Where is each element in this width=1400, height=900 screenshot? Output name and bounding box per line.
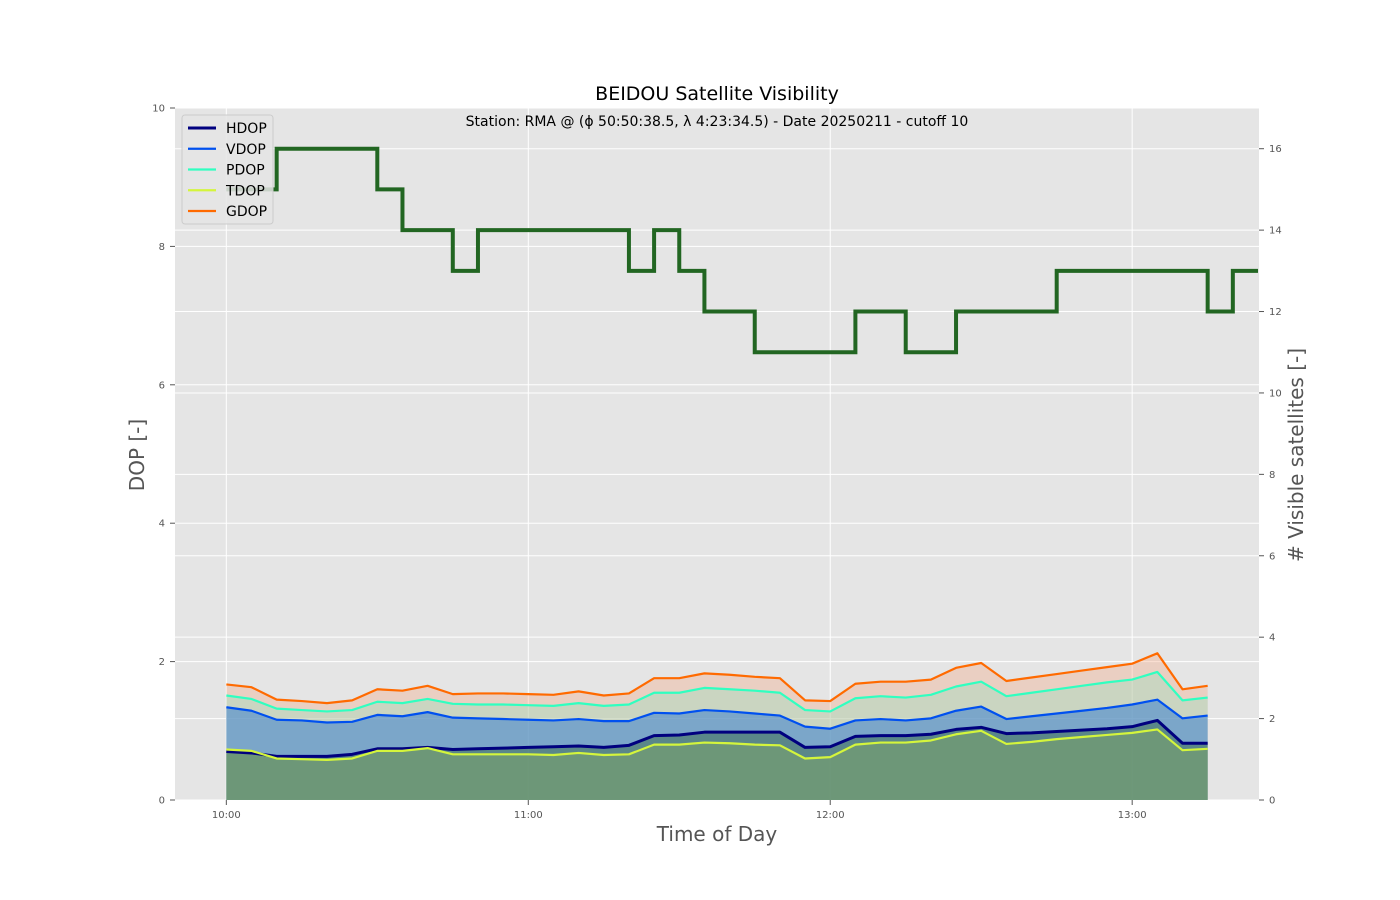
y-axis-label-right: # Visible satellites [-] — [1284, 348, 1308, 562]
series-line-gdop — [226, 652, 1208, 705]
x-tick-label: 11:00 — [514, 810, 543, 821]
y-tick-label-left: 0 — [159, 796, 165, 807]
plot-background — [175, 108, 1259, 800]
plot-area: 0 2 4 6 8 10 0 2 4 6 8 10 12 14 16 10:00 11:00 12:00 13:00… — [152, 104, 1281, 822]
y-tick-label-right: 0 — [1269, 796, 1275, 807]
x-tick-label: 13:00 — [1118, 810, 1147, 821]
series-line-pdop — [226, 670, 1208, 713]
legend-label-gdop: GDOP — [226, 204, 267, 220]
y-tick-label-right: 12 — [1269, 307, 1282, 318]
area-tdop — [226, 729, 1208, 800]
y-axis-label-left: DOP [-] — [125, 419, 149, 491]
y-tick-label-right: 4 — [1269, 633, 1275, 644]
y-tick-label-right: 2 — [1269, 714, 1275, 725]
area-vdop — [226, 699, 1208, 800]
chart-title: BEIDOU Satellite Visibility — [595, 83, 839, 105]
y-tick-label-right: 16 — [1269, 144, 1282, 155]
legend-box — [181, 114, 274, 225]
chart-subtitle: Station: RMA @ (ϕ 50:50:38.5, λ 4:23:34.… — [466, 114, 969, 130]
y-tick-label-left: 6 — [159, 380, 165, 391]
y-tick-label-right: 10 — [1269, 388, 1282, 399]
x-tick-label: 12:00 — [816, 810, 845, 821]
y-tick-label-right: 8 — [1269, 470, 1275, 481]
legend-label-vdop: VDOP — [226, 142, 266, 158]
y-tick-label-left: 2 — [159, 657, 165, 668]
y-tick-label-left: 10 — [152, 104, 165, 115]
legend: HDOP VDOP PDOP TDOP GDOP — [181, 114, 274, 225]
series-line-vdop — [226, 698, 1208, 730]
legend-label-pdop: PDOP — [226, 163, 265, 179]
area-hdop — [226, 720, 1208, 800]
y-tick-label-left: 8 — [159, 242, 165, 253]
series-line-tdop — [226, 728, 1208, 761]
legend-label-hdop: HDOP — [226, 121, 267, 137]
series-line-hdop — [226, 718, 1208, 758]
x-tick-label: 10:00 — [212, 810, 241, 821]
y-tick-label-left: 4 — [159, 519, 165, 530]
x-axis-label: Time of Day — [656, 822, 778, 846]
y-tick-label-right: 6 — [1269, 551, 1275, 562]
legend-label-tdop: TDOP — [225, 183, 265, 199]
satellites-step-line — [226, 146, 1258, 355]
y-tick-label-right: 14 — [1269, 226, 1282, 237]
